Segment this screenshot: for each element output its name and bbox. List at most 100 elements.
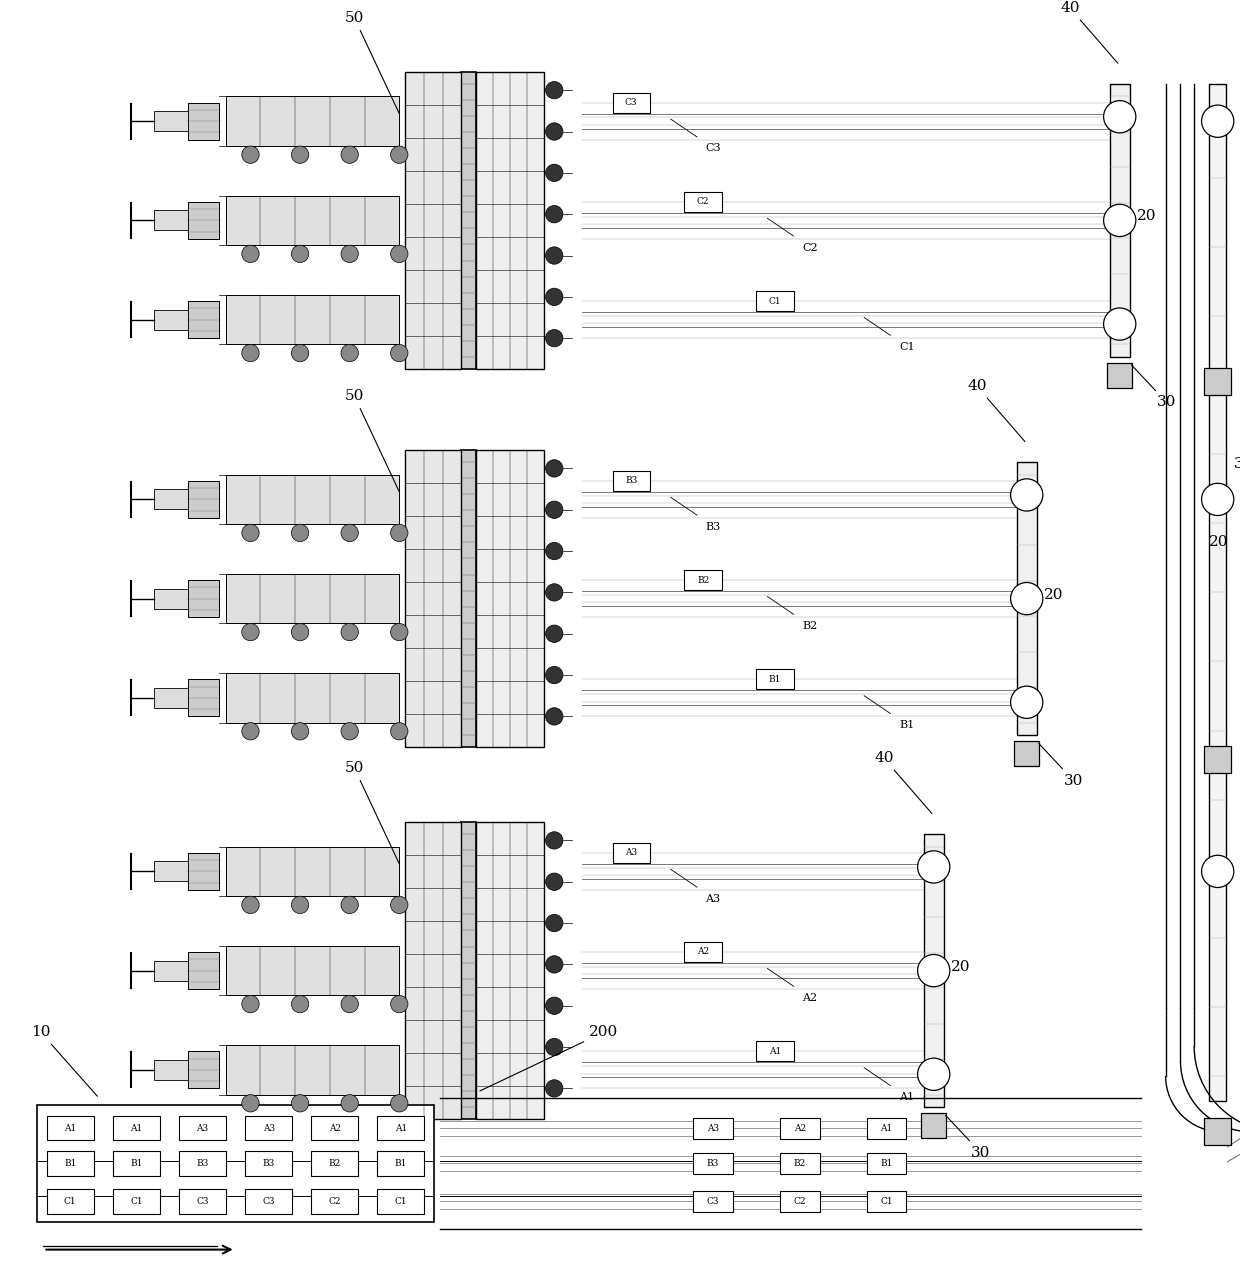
Text: B3: B3 <box>707 1159 719 1168</box>
Circle shape <box>546 1080 563 1097</box>
Text: A1: A1 <box>394 1124 407 1132</box>
Text: A2: A2 <box>794 1124 806 1132</box>
Circle shape <box>546 330 563 347</box>
Circle shape <box>1104 100 1136 132</box>
Bar <box>226 946 399 995</box>
Circle shape <box>1104 308 1136 340</box>
Bar <box>756 291 794 311</box>
Circle shape <box>391 1094 408 1112</box>
Circle shape <box>1011 479 1043 511</box>
Text: B1: B1 <box>899 720 914 731</box>
Text: C1: C1 <box>394 1197 407 1206</box>
Text: 10: 10 <box>31 1026 98 1097</box>
Bar <box>113 1150 160 1176</box>
Text: 20: 20 <box>951 959 971 973</box>
Bar <box>405 449 461 747</box>
Bar <box>37 1104 434 1222</box>
Text: C3: C3 <box>263 1197 275 1206</box>
Circle shape <box>1104 204 1136 236</box>
Circle shape <box>546 832 563 849</box>
Text: 30: 30 <box>1234 457 1240 471</box>
Circle shape <box>1011 686 1043 718</box>
Bar <box>867 1153 906 1174</box>
Text: 50: 50 <box>345 12 399 114</box>
Text: C3: C3 <box>706 144 722 154</box>
Bar <box>246 1116 293 1140</box>
Text: A1: A1 <box>64 1124 77 1132</box>
Text: B1: B1 <box>64 1159 77 1168</box>
Bar <box>188 1052 219 1089</box>
Circle shape <box>341 344 358 362</box>
Text: 40: 40 <box>1060 1 1118 63</box>
Bar <box>476 72 544 370</box>
Text: 40: 40 <box>967 379 1025 442</box>
Circle shape <box>341 723 358 740</box>
Bar <box>188 480 219 517</box>
Bar <box>154 862 188 881</box>
Circle shape <box>341 624 358 641</box>
Text: A3: A3 <box>706 894 720 904</box>
Circle shape <box>546 542 563 560</box>
Circle shape <box>391 344 408 362</box>
Text: A3: A3 <box>625 849 637 858</box>
Bar <box>311 1116 358 1140</box>
Bar <box>693 1153 733 1174</box>
Bar <box>867 1117 906 1139</box>
Bar <box>188 580 219 618</box>
Bar <box>179 1189 226 1213</box>
Bar <box>1204 746 1231 773</box>
Circle shape <box>391 896 408 913</box>
Circle shape <box>291 723 309 740</box>
Bar <box>693 1190 733 1212</box>
Bar <box>311 1189 358 1213</box>
Bar <box>476 449 544 747</box>
Text: C3: C3 <box>625 98 637 107</box>
Bar <box>154 211 188 230</box>
Bar <box>780 1153 820 1174</box>
Bar <box>377 1116 424 1140</box>
Circle shape <box>242 344 259 362</box>
Text: A1: A1 <box>130 1124 143 1132</box>
Text: C1: C1 <box>769 297 781 306</box>
Text: A3: A3 <box>707 1124 719 1132</box>
Bar <box>188 951 219 989</box>
Circle shape <box>546 205 563 223</box>
Bar <box>461 72 476 370</box>
Text: A2: A2 <box>802 993 817 1003</box>
Text: B3: B3 <box>196 1159 208 1168</box>
Bar <box>226 574 399 624</box>
Text: C2: C2 <box>794 1197 806 1206</box>
Circle shape <box>546 998 563 1014</box>
Circle shape <box>341 146 358 163</box>
Text: 30: 30 <box>946 1116 991 1159</box>
Circle shape <box>291 245 309 262</box>
Text: B1: B1 <box>880 1159 893 1168</box>
Circle shape <box>242 1094 259 1112</box>
Circle shape <box>546 955 563 973</box>
Circle shape <box>546 123 563 140</box>
Text: 50: 50 <box>345 389 399 492</box>
Text: B1: B1 <box>394 1159 407 1168</box>
Circle shape <box>391 146 408 163</box>
Circle shape <box>242 723 259 740</box>
Bar <box>684 942 722 962</box>
Bar <box>405 822 461 1120</box>
Bar <box>377 1150 424 1176</box>
Bar <box>113 1116 160 1140</box>
Text: 50: 50 <box>345 761 399 864</box>
Bar <box>1017 462 1037 734</box>
Text: A1: A1 <box>769 1046 781 1055</box>
Circle shape <box>391 245 408 262</box>
Bar <box>476 822 544 1120</box>
Bar <box>226 1045 399 1094</box>
Text: C3: C3 <box>707 1197 719 1206</box>
Text: A2: A2 <box>329 1124 341 1132</box>
Circle shape <box>546 501 563 519</box>
Circle shape <box>291 896 309 913</box>
Text: 20: 20 <box>1137 209 1157 223</box>
Bar <box>461 449 476 747</box>
Circle shape <box>391 524 408 542</box>
Text: B1: B1 <box>130 1159 143 1168</box>
Text: A3: A3 <box>196 1124 208 1132</box>
Circle shape <box>1011 583 1043 615</box>
